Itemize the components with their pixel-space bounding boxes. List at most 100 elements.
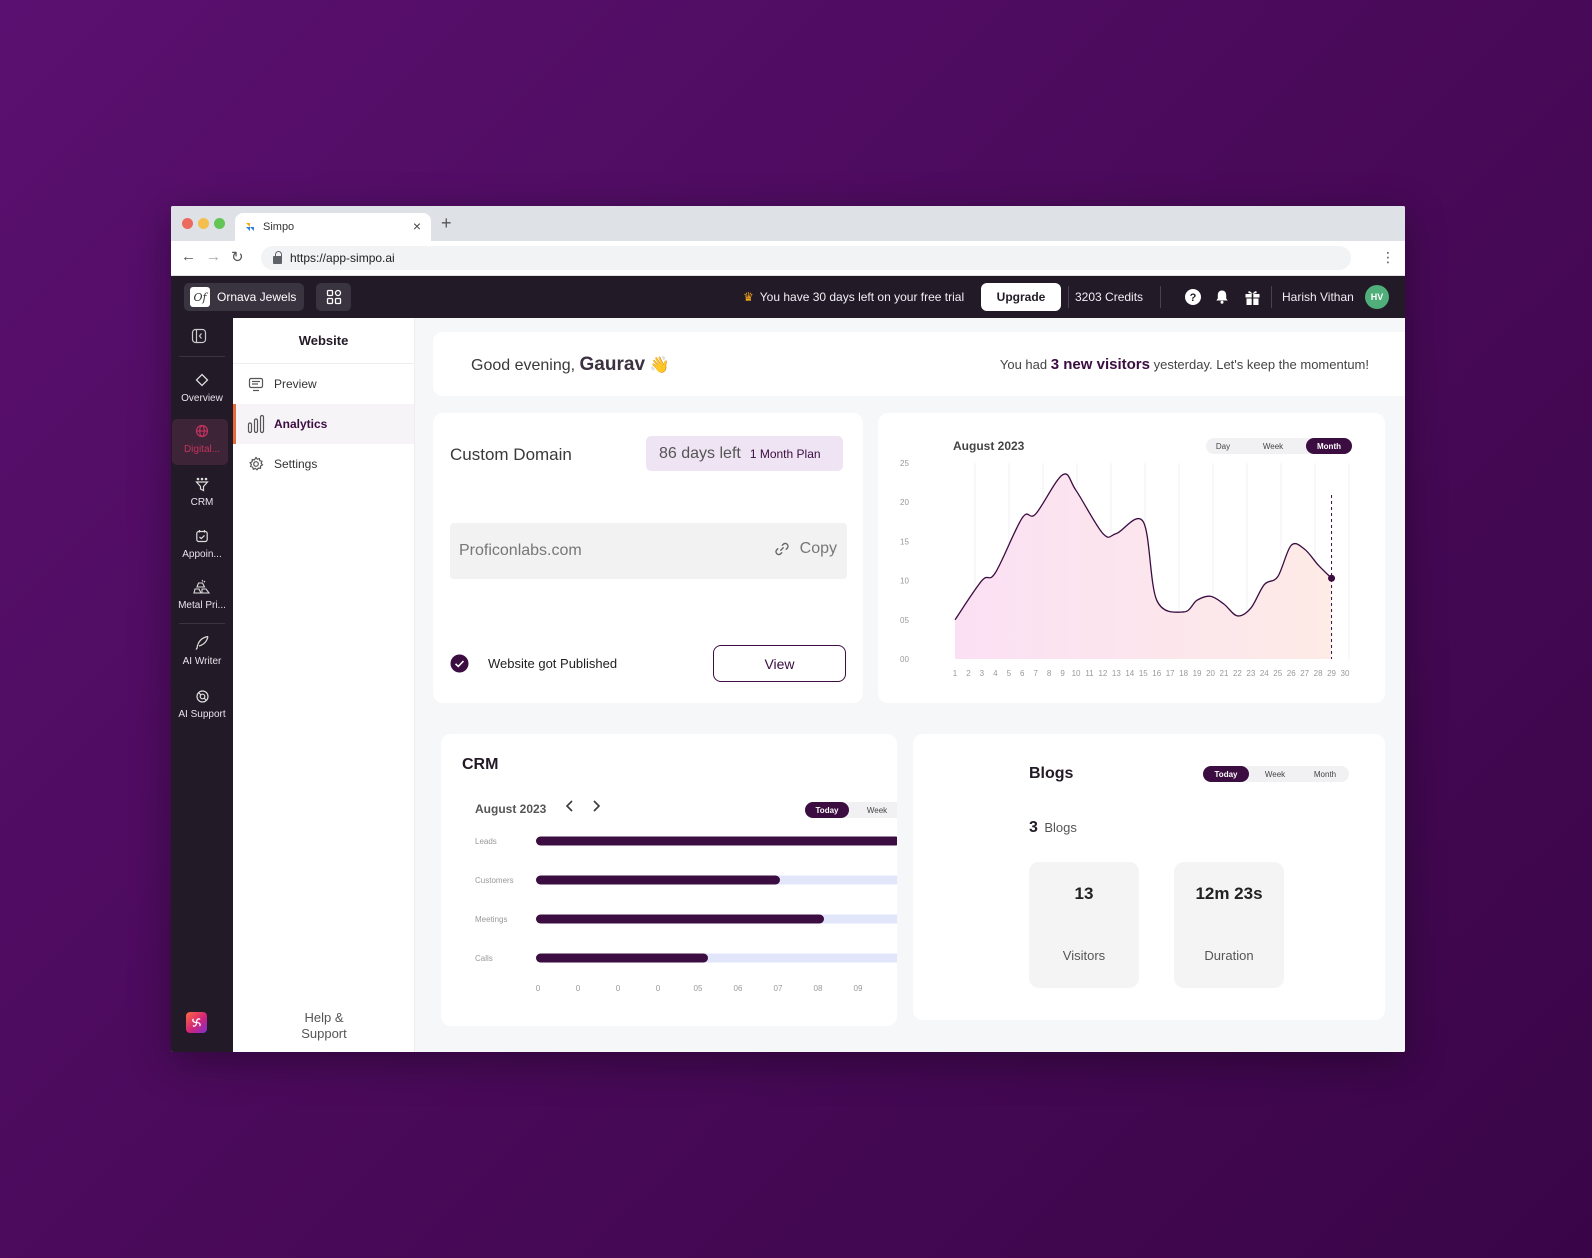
- calendar-check-icon: [171, 526, 233, 546]
- next-month-icon[interactable]: [589, 798, 603, 814]
- series-line: [954, 473, 1333, 621]
- back-icon[interactable]: ←: [181, 248, 196, 265]
- rail-item-label: CRM: [190, 497, 214, 508]
- x-tick-label: 6: [1020, 669, 1025, 678]
- tab-today[interactable]: Today: [1203, 766, 1249, 782]
- collapse-sidebar-icon[interactable]: [191, 328, 207, 349]
- x-tick-label: 17: [1166, 669, 1175, 678]
- tab-today[interactable]: Today: [805, 802, 849, 818]
- x-tick-label: 11: [1085, 669, 1094, 678]
- days-left: 86 days left: [659, 444, 741, 462]
- rail-item-crm[interactable]: CRM: [171, 474, 233, 508]
- x-tick-label: 3: [980, 669, 985, 678]
- avatar[interactable]: HV: [1365, 285, 1389, 309]
- x-tick-label: 19: [1193, 669, 1202, 678]
- address-bar[interactable]: https://app-simpo.ai: [261, 246, 1351, 270]
- bar-customers[interactable]: [536, 875, 780, 885]
- tab-day[interactable]: Day: [1215, 441, 1231, 451]
- credits-count[interactable]: 3203 Credits: [1075, 290, 1144, 304]
- help-support-link[interactable]: Help & Support: [233, 1010, 415, 1042]
- rail-item-ai-writer[interactable]: AI Writer: [171, 633, 233, 667]
- x-tick-label: 28: [1314, 669, 1323, 678]
- new-tab-icon[interactable]: +: [441, 213, 452, 233]
- bar-calls[interactable]: [536, 953, 708, 963]
- x-tick-label: 09: [854, 984, 863, 993]
- user-name[interactable]: Harish Vithan: [1282, 290, 1354, 304]
- bar-meetings[interactable]: [536, 914, 824, 924]
- minimize-window-dot[interactable]: [198, 218, 209, 229]
- y-tick-label: 25: [900, 459, 909, 468]
- browser-tab[interactable]: Simpo ×: [235, 213, 431, 241]
- tab-week[interactable]: Week: [1262, 441, 1284, 451]
- subnav-item-preview[interactable]: Preview: [233, 364, 414, 404]
- main-content: Good evening, Gaurav 👋 You had 3 new vis…: [415, 318, 1405, 1052]
- copy-button[interactable]: Copy: [774, 540, 837, 558]
- help-line: Support: [301, 1026, 347, 1041]
- globe-icon: [171, 421, 233, 441]
- x-tick-label: 22: [1233, 669, 1242, 678]
- x-tick-label: 1: [953, 669, 958, 678]
- x-tick-label: 30: [1341, 669, 1350, 678]
- x-tick-label: 20: [1206, 669, 1215, 678]
- y-tick-label: 10: [900, 577, 909, 586]
- rail-item-appointments[interactable]: Appoin...: [171, 526, 233, 560]
- tab-week[interactable]: Week: [866, 805, 888, 815]
- crm-card: CRM August 2023 Today Week Leads Customer…: [441, 734, 897, 1026]
- reload-icon[interactable]: ↻: [231, 249, 244, 266]
- simpo-favicon-icon: [245, 222, 255, 232]
- tab-month[interactable]: Month: [1306, 438, 1352, 454]
- maximize-window-dot[interactable]: [214, 218, 225, 229]
- rail-item-label: AI Support: [178, 709, 226, 720]
- bar-category-label: Meetings: [475, 915, 507, 924]
- greeting-name: Gaurav: [579, 354, 646, 375]
- copy-label: Copy: [799, 540, 837, 557]
- visitors-count: 3 new visitors: [1050, 356, 1150, 373]
- view-website-button[interactable]: View: [713, 645, 846, 682]
- crm-month: August 2023: [475, 802, 547, 816]
- simpo-logo-icon[interactable]: [186, 1012, 207, 1033]
- domain-field: Proficonlabs.com Copy: [450, 523, 847, 579]
- rail-item-ai-support[interactable]: AI Support: [171, 686, 233, 720]
- tab-week[interactable]: Week: [1264, 769, 1286, 779]
- duration-stat: 12m 23s Duration: [1174, 862, 1284, 988]
- subnav-item-analytics[interactable]: Analytics: [233, 404, 414, 444]
- visitors-stat: 13 Visitors: [1029, 862, 1139, 988]
- close-window-dot[interactable]: [182, 218, 193, 229]
- visitors-suffix: yesterday. Let's keep the momentum!: [1153, 357, 1369, 372]
- browser-menu-icon[interactable]: ⋮: [1381, 249, 1395, 265]
- chart-range-toggle: Day Week Month: [1206, 438, 1352, 454]
- tab-title: Simpo: [263, 221, 295, 233]
- divider: [179, 623, 225, 624]
- x-tick-label: 06: [734, 984, 743, 993]
- bar-leads[interactable]: [536, 836, 897, 846]
- duration-stat-value: 12m 23s: [1195, 884, 1263, 903]
- x-tick-label: 10: [1072, 669, 1081, 678]
- notification-bell-icon[interactable]: [1212, 287, 1232, 307]
- x-tick-label: 15: [1139, 669, 1148, 678]
- y-tick-label: 05: [900, 616, 909, 625]
- x-tick-label: 4: [993, 669, 998, 678]
- bar-category-label: Leads: [475, 837, 497, 846]
- visitors-prefix: You had: [999, 357, 1048, 372]
- subnav-item-settings[interactable]: Settings: [233, 444, 414, 484]
- crm-range-toggle: Today Week: [805, 802, 897, 818]
- custom-domain-card: Custom Domain 86 days left 1 Month Plan …: [433, 413, 863, 703]
- x-tick-label: 13: [1112, 669, 1121, 678]
- rail-item-overview[interactable]: Overview: [171, 370, 233, 404]
- upgrade-button[interactable]: Upgrade: [981, 283, 1061, 311]
- forward-icon[interactable]: →: [206, 248, 221, 265]
- support-icon: [171, 686, 233, 706]
- gift-icon[interactable]: [1242, 287, 1262, 307]
- rail-item-label: AI Writer: [182, 656, 222, 667]
- rail-item-metal-prices[interactable]: Metal Pri...: [171, 577, 233, 611]
- rail-item-digital[interactable]: Digital...: [171, 421, 233, 455]
- browser-window: Simpo × + ← → ↻ https://app-simpo.ai ⋮ O…: [171, 206, 1405, 1052]
- help-icon[interactable]: ?: [1183, 287, 1203, 307]
- tab-month[interactable]: Month: [1313, 769, 1337, 779]
- apps-grid-button[interactable]: [316, 283, 351, 311]
- close-tab-icon[interactable]: ×: [412, 218, 421, 234]
- prev-month-icon[interactable]: [563, 798, 577, 814]
- custom-domain-title: Custom Domain: [450, 445, 572, 464]
- business-switcher[interactable]: Of Ornava Jewels: [184, 283, 305, 311]
- monitor-icon: [247, 377, 265, 392]
